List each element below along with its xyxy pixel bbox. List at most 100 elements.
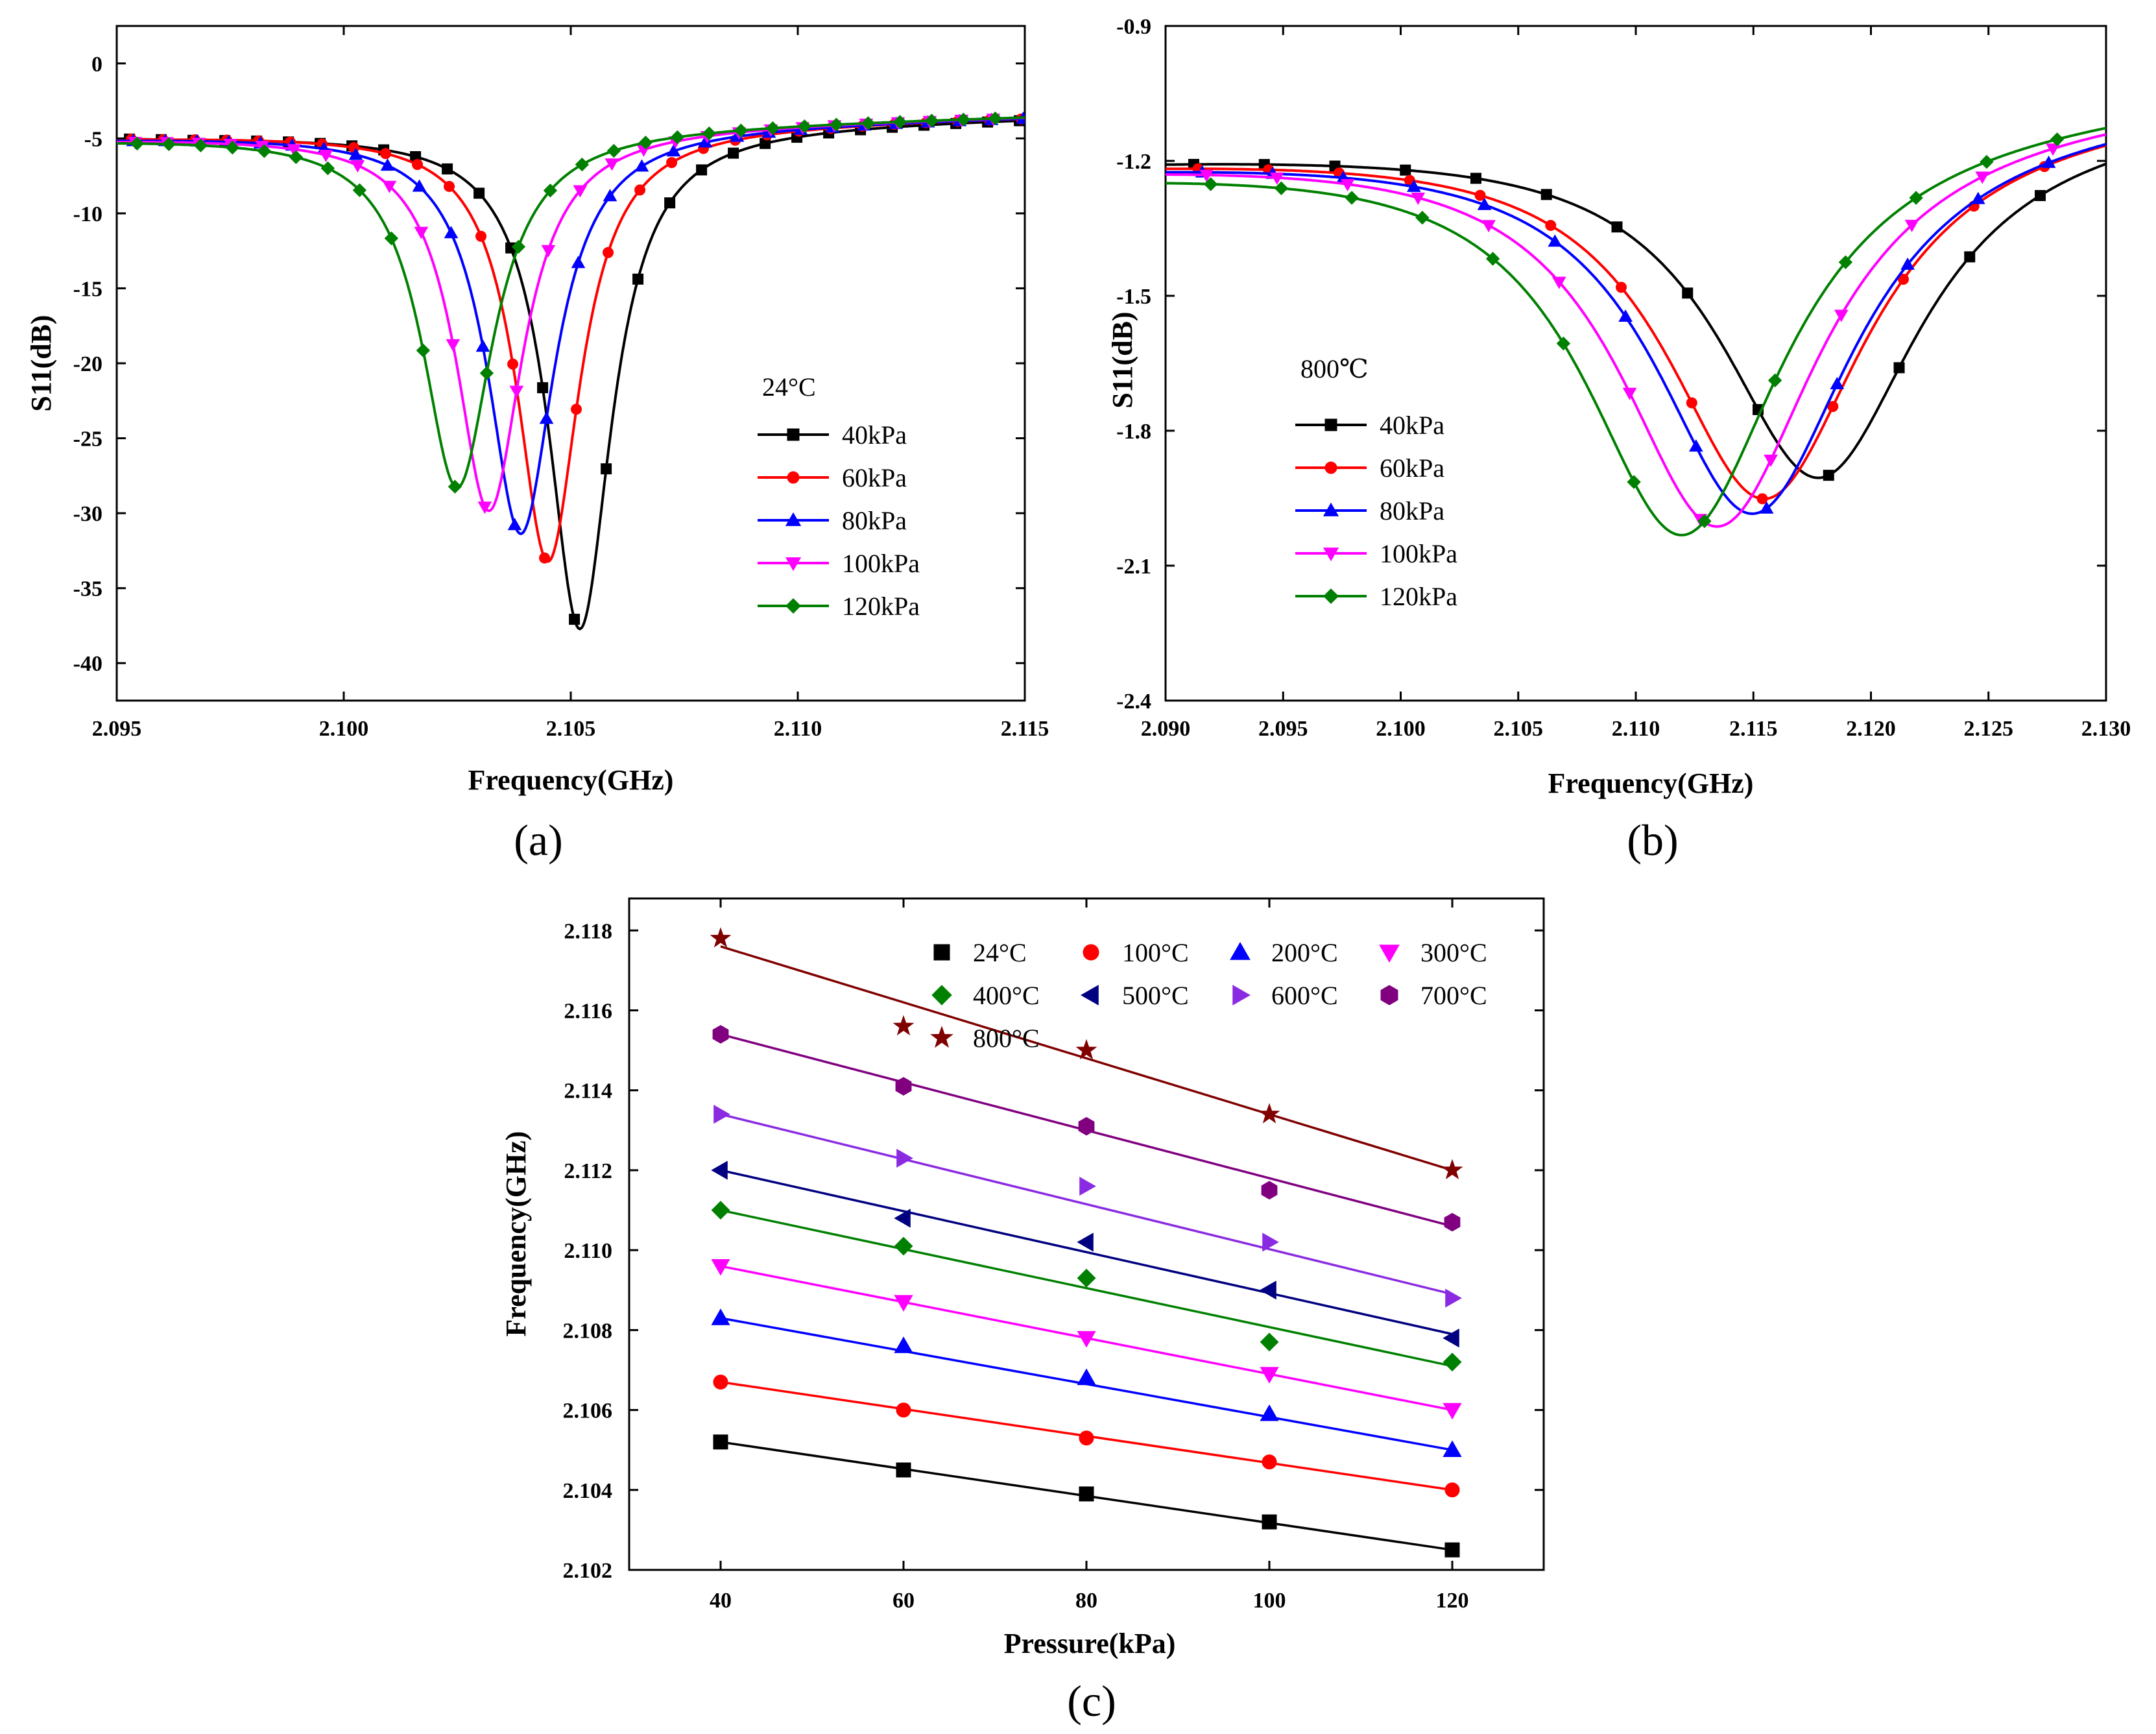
- data-marker: [1980, 154, 1994, 169]
- y-tick-label: -2.4: [1116, 690, 1151, 714]
- data-marker: [1345, 191, 1359, 205]
- data-marker: [477, 501, 492, 514]
- data-marker: [1618, 309, 1633, 322]
- data-point: [713, 1434, 728, 1450]
- y-tick-label: 2.102: [563, 1559, 613, 1583]
- data-marker: [541, 245, 556, 258]
- data-point: [894, 1336, 913, 1353]
- data-marker: [1759, 501, 1774, 514]
- data-marker: [1904, 219, 1919, 232]
- data-marker: [606, 143, 621, 158]
- legend-item: 40kPa: [1295, 411, 1444, 440]
- data-marker: [380, 158, 395, 171]
- data-marker: [380, 148, 392, 160]
- data-marker: [1269, 172, 1284, 185]
- data-marker: [734, 123, 749, 138]
- data-marker: [511, 239, 526, 254]
- data-marker: [1764, 454, 1778, 467]
- data-marker: [1900, 257, 1915, 270]
- x-tick-label: 100: [1253, 1589, 1286, 1613]
- data-marker: [1616, 282, 1627, 293]
- y-axis-title: S11(dB): [1107, 311, 1138, 408]
- data-point: [711, 1308, 730, 1325]
- series-line: [1166, 144, 2106, 500]
- y-tick-label: 2.118: [564, 919, 612, 943]
- data-point: [1260, 1332, 1279, 1352]
- data-marker: [634, 159, 649, 172]
- data-point: [712, 1025, 729, 1044]
- x-tick-label: 2.115: [1729, 717, 1778, 741]
- data-marker: [573, 185, 588, 198]
- data-marker: [575, 157, 590, 172]
- data-point: [710, 927, 732, 948]
- y-tick-label: 2.114: [564, 1079, 612, 1103]
- data-marker: [1611, 221, 1623, 233]
- data-point: [1444, 1482, 1460, 1498]
- legend-item: 60kPa: [1295, 453, 1444, 483]
- panel-c-xticks: 40 60 80 100 120: [710, 898, 1469, 1613]
- data-point: [1075, 1039, 1097, 1060]
- data-marker: [1682, 287, 1694, 299]
- legend-item: 700°C: [1380, 981, 1487, 1010]
- data-marker: [473, 187, 485, 199]
- y-tick-label: 0: [91, 53, 102, 77]
- x-tick-label: 80: [1075, 1589, 1097, 1613]
- data-point: [1079, 1486, 1094, 1502]
- legend-item: 60kPa: [758, 463, 907, 492]
- y-tick-label: 2.116: [564, 1000, 612, 1024]
- legend-marker: [1230, 941, 1251, 960]
- x-tick-label: 60: [892, 1589, 915, 1613]
- data-marker: [2046, 143, 2060, 156]
- x-axis-title: Frequency(GHz): [468, 764, 674, 796]
- data-marker: [382, 180, 397, 193]
- y-tick-label: -40: [73, 652, 102, 676]
- legend-item: 100kPa: [758, 549, 920, 578]
- data-marker: [1274, 181, 1289, 195]
- data-marker: [475, 339, 490, 352]
- panel-a: 2.095 2.100 2.105 2.110 2.115 0 -5 -10 -15 -20 -2…: [25, 25, 1049, 865]
- legend-label: 800°C: [973, 1024, 1040, 1053]
- data-marker: [507, 518, 522, 531]
- data-marker: [1834, 309, 1849, 322]
- data-marker: [892, 115, 907, 129]
- data-point: [1443, 1440, 1462, 1457]
- data-marker: [571, 403, 582, 415]
- legend-label: 40kPa: [1380, 411, 1444, 440]
- legend-item: 300°C: [1379, 938, 1487, 967]
- data-marker: [666, 144, 681, 157]
- data-marker: [1627, 475, 1641, 489]
- panel-a-xticks: 2.095 2.100 2.105 2.110 2.115: [92, 26, 1049, 741]
- data-marker: [1756, 493, 1768, 505]
- data-marker: [632, 273, 644, 285]
- data-marker: [318, 150, 333, 163]
- data-marker: [1688, 439, 1703, 452]
- legend-title: 800℃: [1300, 354, 1369, 383]
- x-tick-label: 2.110: [774, 717, 822, 741]
- legend-item: 100kPa: [1295, 539, 1457, 568]
- legend-label: 60kPa: [842, 463, 907, 492]
- y-tick-label: -20: [73, 352, 102, 376]
- data-point: [1077, 1331, 1096, 1348]
- fit-line: [720, 945, 1453, 1172]
- series-300°C: [711, 1259, 1462, 1420]
- legend-marker: [1323, 502, 1339, 516]
- data-marker: [1975, 171, 1990, 184]
- fit-line: [720, 1209, 1453, 1367]
- data-marker: [956, 112, 971, 127]
- data-point: [1262, 1454, 1277, 1470]
- data-marker: [1970, 191, 1985, 204]
- data-marker: [1203, 177, 1218, 191]
- legend-item: 500°C: [1080, 981, 1189, 1010]
- x-tick-label: 2.095: [92, 717, 142, 741]
- data-marker: [696, 164, 708, 176]
- data-marker: [448, 479, 462, 494]
- y-tick-label: -25: [73, 427, 102, 452]
- panel-label-a: (a): [514, 815, 562, 865]
- panel-c: 40 60 80 100 120 2.1022.1042.1062.1082.1102.…: [500, 897, 1545, 1726]
- data-marker: [664, 197, 676, 209]
- series-120kPa: [117, 111, 1025, 494]
- y-tick-label: -10: [73, 202, 102, 226]
- data-point: [896, 1148, 913, 1168]
- data-marker: [569, 614, 581, 625]
- legend-marker: [1232, 985, 1251, 1005]
